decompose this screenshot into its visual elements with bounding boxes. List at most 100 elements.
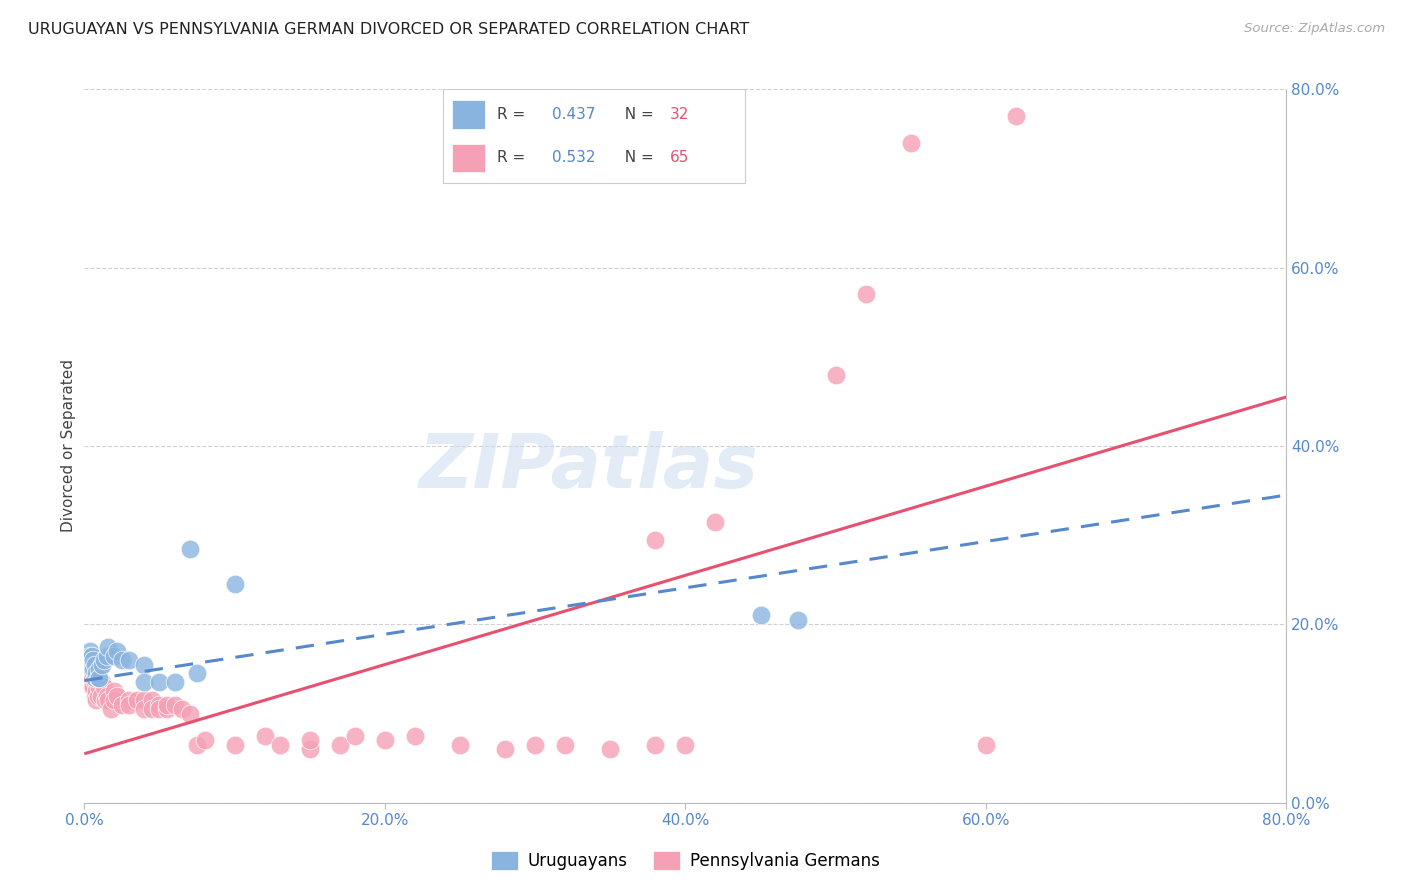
Text: 65: 65: [669, 150, 689, 165]
Legend: Uruguayans, Pennsylvania Germans: Uruguayans, Pennsylvania Germans: [485, 844, 886, 877]
Point: [79, 644, 101, 658]
Point: [91, 675, 114, 690]
Point: [103, 693, 125, 707]
Point: [100, 702, 122, 716]
Point: [93, 653, 115, 667]
Point: [974, 738, 997, 752]
Point: [97, 693, 120, 707]
Point: [134, 693, 156, 707]
Point: [134, 657, 156, 672]
Point: [82, 680, 104, 694]
Point: [1005, 109, 1028, 123]
Point: [194, 733, 217, 747]
Point: [298, 733, 321, 747]
Point: [554, 738, 576, 752]
Text: R =: R =: [498, 107, 530, 122]
Point: [79, 648, 101, 663]
Point: [103, 648, 125, 663]
Point: [86, 693, 108, 707]
Point: [179, 541, 201, 556]
Point: [644, 738, 666, 752]
Point: [89, 680, 111, 694]
Text: 0.437: 0.437: [551, 107, 595, 122]
Point: [90, 689, 112, 703]
Point: [163, 675, 186, 690]
Point: [141, 702, 163, 716]
Point: [96, 648, 118, 663]
Y-axis label: Divorced or Separated: Divorced or Separated: [60, 359, 76, 533]
Point: [141, 693, 163, 707]
Point: [148, 702, 170, 716]
Text: N =: N =: [616, 150, 659, 165]
Point: [855, 287, 877, 301]
Point: [404, 729, 426, 743]
Point: [900, 136, 922, 150]
Point: [148, 698, 170, 712]
Point: [83, 675, 105, 690]
Point: [524, 738, 547, 752]
Point: [93, 680, 115, 694]
Point: [89, 671, 111, 685]
Text: Source: ZipAtlas.com: Source: ZipAtlas.com: [1244, 22, 1385, 36]
Point: [91, 657, 114, 672]
Point: [253, 729, 276, 743]
Point: [224, 577, 246, 591]
Text: N =: N =: [616, 107, 659, 122]
Point: [134, 675, 156, 690]
Point: [494, 742, 516, 756]
Point: [82, 657, 104, 672]
FancyBboxPatch shape: [451, 101, 485, 128]
Point: [83, 657, 105, 672]
Point: [86, 666, 108, 681]
Point: [111, 653, 134, 667]
Point: [163, 698, 186, 712]
FancyBboxPatch shape: [451, 144, 485, 171]
Text: ZIPatlas: ZIPatlas: [419, 431, 759, 504]
Point: [111, 698, 134, 712]
Point: [107, 689, 129, 703]
Point: [118, 693, 141, 707]
Point: [80, 648, 103, 663]
Point: [77, 666, 100, 681]
Point: [79, 671, 101, 685]
Text: 0.532: 0.532: [551, 150, 595, 165]
Point: [343, 729, 366, 743]
Point: [787, 613, 810, 627]
Point: [107, 644, 129, 658]
Point: [80, 653, 103, 667]
Point: [186, 738, 208, 752]
Point: [79, 675, 101, 690]
Point: [87, 671, 110, 685]
Point: [97, 640, 120, 654]
Point: [103, 684, 125, 698]
Point: [224, 738, 246, 752]
Point: [298, 742, 321, 756]
Text: R =: R =: [498, 150, 530, 165]
Point: [86, 684, 108, 698]
Point: [80, 680, 103, 694]
Point: [599, 742, 621, 756]
Point: [156, 702, 179, 716]
Point: [80, 662, 103, 676]
Point: [186, 666, 208, 681]
Point: [94, 693, 117, 707]
Point: [82, 653, 104, 667]
Point: [824, 368, 846, 382]
Point: [449, 738, 471, 752]
Point: [156, 698, 179, 712]
Point: [87, 689, 110, 703]
Point: [96, 689, 118, 703]
Point: [83, 689, 105, 703]
Point: [675, 738, 697, 752]
Point: [374, 733, 396, 747]
Text: URUGUAYAN VS PENNSYLVANIA GERMAN DIVORCED OR SEPARATED CORRELATION CHART: URUGUAYAN VS PENNSYLVANIA GERMAN DIVORCE…: [28, 22, 749, 37]
Point: [82, 662, 104, 676]
Point: [148, 675, 170, 690]
Point: [644, 533, 666, 547]
Point: [118, 698, 141, 712]
Point: [89, 671, 111, 685]
Point: [179, 706, 201, 721]
Point: [749, 608, 772, 623]
Point: [82, 666, 104, 681]
Text: 32: 32: [669, 107, 689, 122]
